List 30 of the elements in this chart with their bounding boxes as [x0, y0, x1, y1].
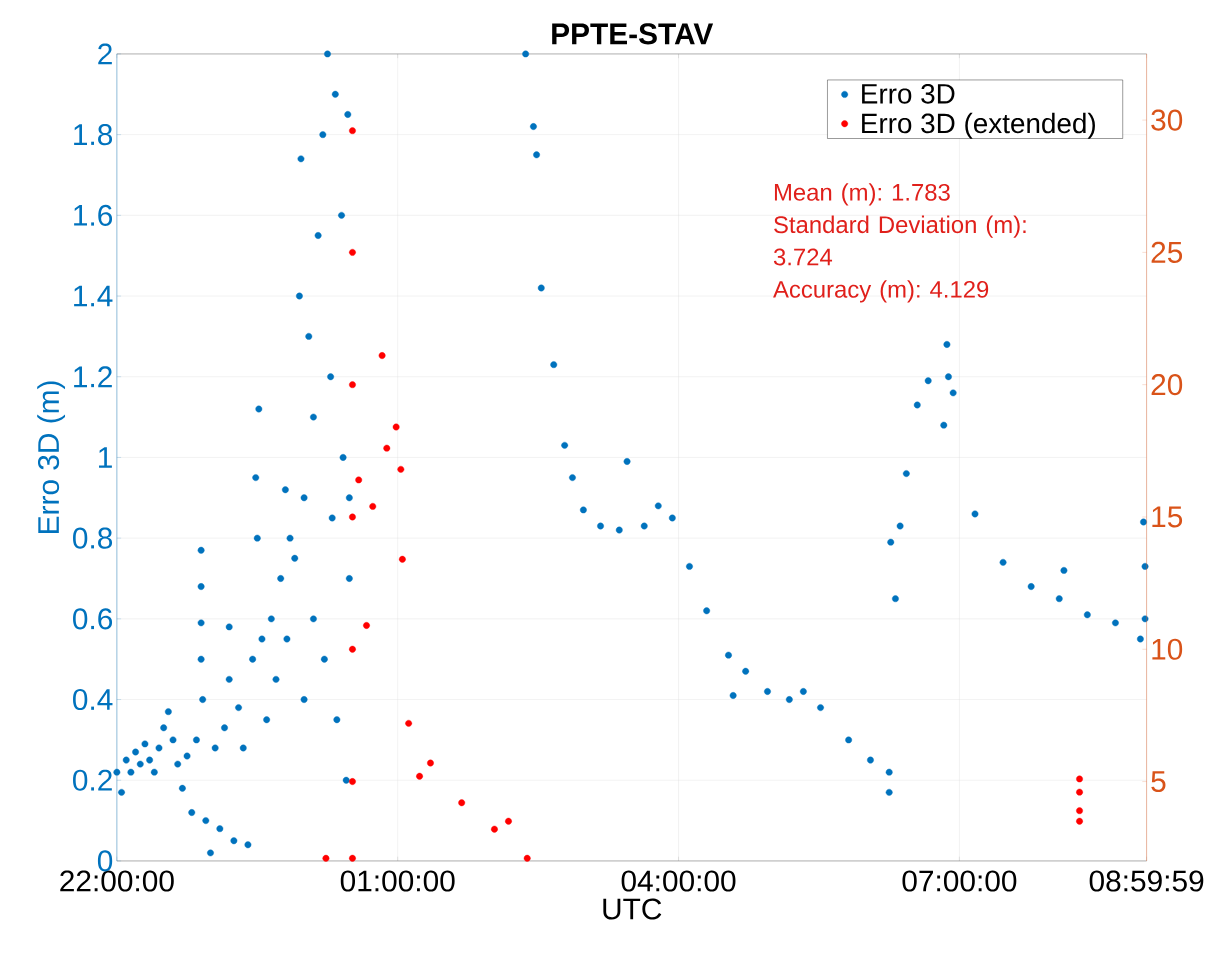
chart-title: PPTE-STAV	[552, 23, 714, 45]
y2-tick-label: 20	[1151, 374, 1183, 396]
y-tick-label: 0.8	[73, 527, 113, 549]
annotation: Mean (m): 1.783	[774, 183, 950, 206]
y-tick-label: 1.8	[74, 124, 113, 146]
y-axis-title: Erro 3D (m)	[37, 381, 66, 534]
legend-label: Erro 3D (extended)	[862, 112, 1095, 139]
y2-tick-label: 15	[1152, 506, 1183, 528]
x-tick-label: 22:00:00	[60, 870, 174, 892]
y-tick-label: 0.4	[73, 689, 113, 711]
x-tick-label: 08:59:59	[1089, 870, 1204, 892]
y-tick-label: 0	[97, 850, 113, 872]
y2-tick-label: 30	[1151, 109, 1183, 131]
legend-label: Erro 3D	[862, 84, 955, 104]
x-tick-label: 07:00:00	[902, 870, 1017, 892]
y2-tick-label: 10	[1152, 638, 1183, 660]
y-tick-label: 0.6	[73, 608, 113, 630]
y2-tick-label: 5	[1151, 771, 1166, 793]
x-axis-title: UTC	[603, 898, 662, 920]
x-tick-label: 04:00:00	[621, 870, 736, 892]
y-tick-label: 2	[98, 43, 112, 65]
y-tick-label: 1.4	[74, 285, 113, 307]
y-tick-label: 1.6	[74, 204, 113, 226]
annotation: Standard Deviation (m): 3.724	[773, 215, 1026, 266]
y-tick-label: 1	[99, 447, 112, 468]
y2-tick-label: 25	[1151, 241, 1183, 264]
x-tick-label: 01:00:00	[340, 870, 455, 892]
y-tick-label: 0.2	[73, 769, 112, 791]
annotation: Accuracy (m): 4.129	[773, 280, 989, 303]
y-tick-label: 1.2	[74, 366, 112, 388]
